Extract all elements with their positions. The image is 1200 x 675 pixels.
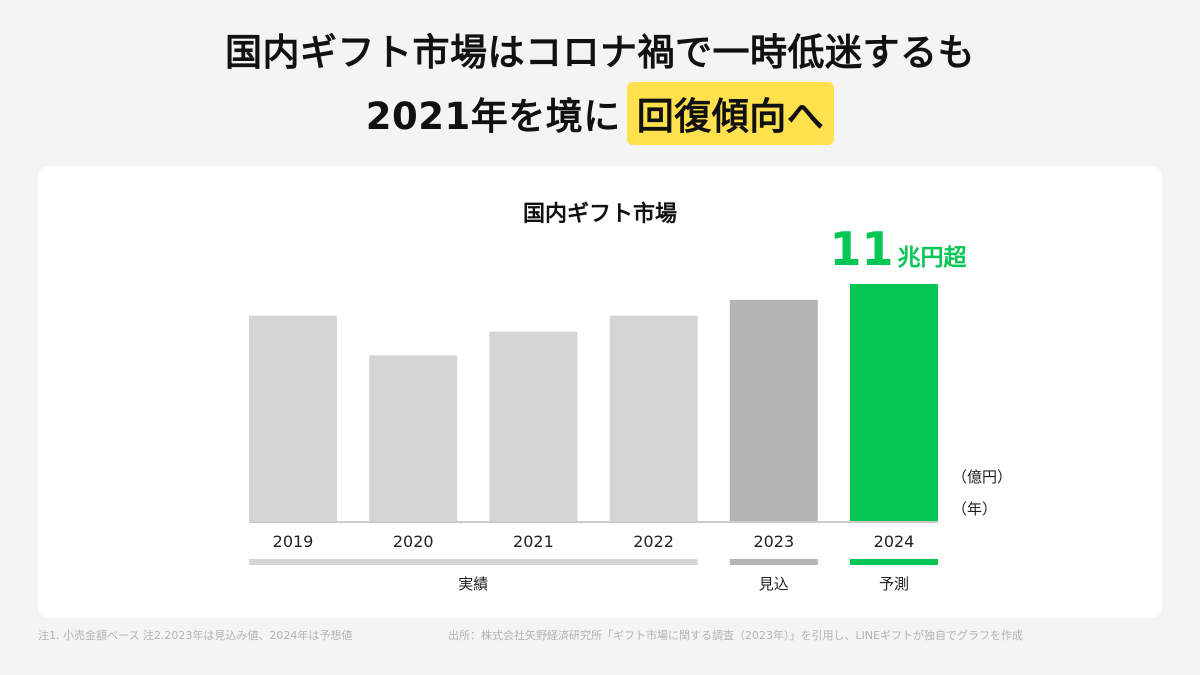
footnote-source: 出所：株式会社矢野経済研究所「ギフト市場に関する調査（2023年）」を引用し、L…: [448, 629, 1024, 642]
bar-2020: [369, 355, 458, 522]
chart-card: 国内ギフト市場 2019 2020 2021 2022 2023 2024 （億円） （年） 実績…: [38, 166, 1162, 618]
unit-label: （億円）: [952, 468, 1012, 486]
x-tick-label: 2023: [753, 532, 794, 551]
unit-label: （年）: [952, 500, 997, 518]
group-bar-forecast: [850, 559, 938, 565]
group-label-actual: 実績: [458, 575, 488, 593]
gift-market-bar-chart: 国内ギフト市場 2019 2020 2021 2022 2023 2024 （億円） （年） 実績…: [249, 201, 1012, 593]
bar-2021: [489, 331, 578, 522]
x-tick-label: 2020: [393, 532, 434, 551]
headline-highlight: 回復傾向へ: [626, 82, 835, 145]
group-label-forecast: 予測: [879, 575, 909, 593]
x-tick-label: 2024: [874, 532, 915, 551]
callout-suffix: 兆円超: [898, 245, 968, 271]
group-bar-actual: [249, 559, 698, 565]
x-tick-label: 2021: [513, 532, 554, 551]
callout-label: 11 兆円超: [829, 222, 967, 276]
bar-2022: [609, 315, 698, 522]
bar-2019: [249, 315, 337, 522]
chart-title: 国内ギフト市場: [523, 201, 677, 227]
footnote-notes: 注1. 小売金額ベース 注2.2023年は見込み値、2024年は予想値: [38, 629, 353, 642]
x-tick-label: 2019: [273, 532, 314, 551]
group-label-estimate: 見込: [759, 575, 789, 593]
headline-line-2-prefix: 2021年を境に: [365, 95, 621, 138]
headline-line-1: 国内ギフト市場はコロナ禍で一時低迷するも: [225, 31, 975, 74]
bar-2023: [729, 299, 818, 522]
callout-number: 11: [829, 222, 893, 276]
headline-line-2: 2021年を境に 回復傾向へ: [0, 82, 1200, 145]
x-tick-label: 2022: [633, 532, 674, 551]
group-bar-estimate: [729, 559, 818, 565]
bar-2024: [850, 284, 938, 522]
